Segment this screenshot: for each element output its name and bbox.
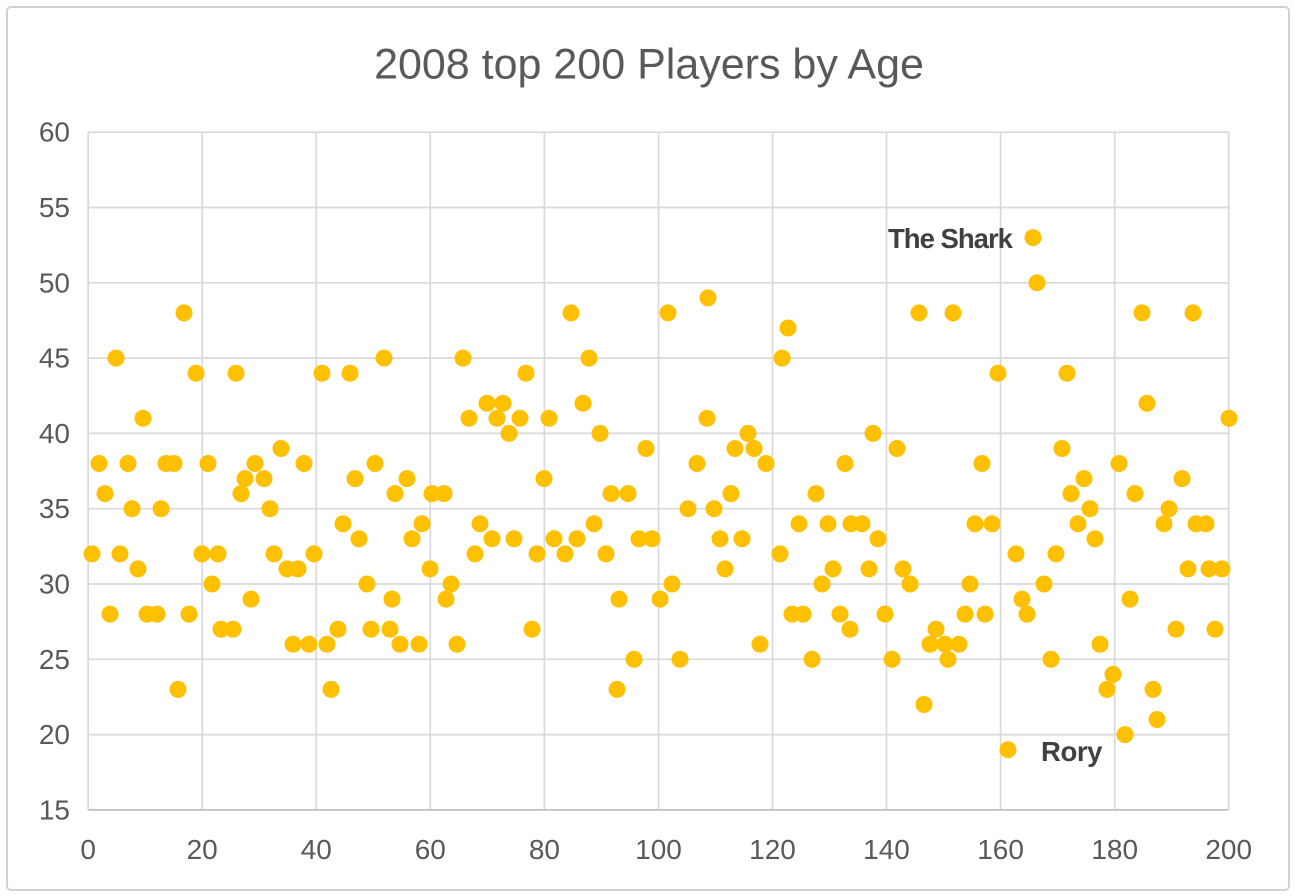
svg-text:55: 55	[39, 192, 70, 223]
svg-text:200: 200	[1205, 834, 1252, 865]
svg-text:140: 140	[863, 834, 910, 865]
svg-text:30: 30	[39, 569, 70, 600]
svg-text:The Shark: The Shark	[888, 223, 1014, 254]
svg-text:15: 15	[39, 794, 70, 825]
svg-text:80: 80	[529, 834, 560, 865]
svg-text:160: 160	[977, 834, 1024, 865]
svg-text:50: 50	[39, 267, 70, 298]
svg-text:2008 top 200 Players by Age: 2008 top 200 Players by Age	[374, 41, 924, 89]
svg-text:120: 120	[749, 834, 796, 865]
svg-text:Rory: Rory	[1041, 736, 1103, 767]
svg-text:40: 40	[39, 418, 70, 449]
svg-text:60: 60	[39, 117, 70, 148]
svg-text:35: 35	[39, 493, 70, 524]
svg-text:60: 60	[415, 834, 446, 865]
svg-text:180: 180	[1091, 834, 1138, 865]
svg-text:100: 100	[635, 834, 682, 865]
svg-text:20: 20	[39, 719, 70, 750]
svg-text:25: 25	[39, 644, 70, 675]
svg-text:0: 0	[80, 834, 96, 865]
svg-text:45: 45	[39, 343, 70, 374]
svg-text:40: 40	[301, 834, 332, 865]
svg-text:20: 20	[187, 834, 218, 865]
